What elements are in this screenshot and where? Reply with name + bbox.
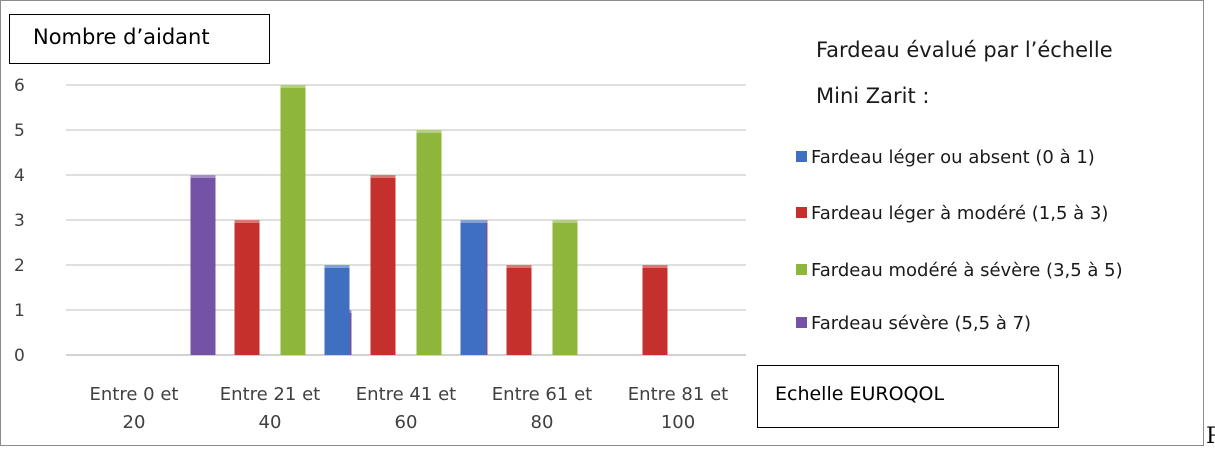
trailing-text: P	[1206, 424, 1215, 449]
x-tick-label: Entre 81 et	[628, 384, 728, 405]
legend-item-2: Fardeau léger à modéré (1,5 à 3)	[796, 203, 1196, 225]
bar-highlight	[416, 130, 442, 133]
bar-highlight	[370, 175, 396, 178]
legend-label-2: Fardeau léger à modéré (1,5 à 3)	[811, 203, 1109, 224]
y-axis-title: Nombre d’aidant	[9, 14, 270, 64]
legend-label-4: Fardeau sévère (5,5 à 7)	[811, 313, 1032, 334]
bar	[280, 85, 306, 355]
bar	[324, 265, 350, 355]
y-tick-label: 4	[14, 166, 25, 186]
x-tick-label: 100	[661, 412, 695, 433]
bar-highlight	[190, 175, 216, 178]
bar	[190, 175, 216, 355]
bar-highlight	[324, 265, 350, 268]
bar-highlight	[552, 220, 578, 223]
legend-swatch-1	[796, 151, 807, 162]
bar	[552, 220, 578, 355]
x-tick-label: Entre 21 et	[220, 384, 320, 405]
legend-label-3: Fardeau modéré à sévère (3,5 à 5)	[811, 260, 1123, 281]
x-tick-label: 60	[395, 412, 418, 433]
y-tick-label: 1	[14, 301, 25, 321]
legend-title-line-1: Fardeau évalué par l’échelle	[816, 38, 1113, 62]
bar	[234, 220, 260, 355]
y-tick-label: 5	[14, 121, 25, 141]
bar-highlight	[280, 85, 306, 88]
x-tick-label: Entre 61 et	[492, 384, 592, 405]
x-tick-label: 20	[123, 412, 146, 433]
x-axis-title: Echelle EUROQOL	[757, 365, 1059, 428]
y-tick-label: 2	[14, 256, 25, 276]
bar	[506, 265, 532, 355]
legend-swatch-4	[796, 317, 807, 328]
y-tick-label: 0	[14, 346, 25, 366]
legend-item-3: Fardeau modéré à sévère (3,5 à 5)	[796, 260, 1176, 282]
bar-highlight	[506, 265, 532, 268]
bar	[370, 175, 396, 355]
legend-item-1: Fardeau léger ou absent (0 à 1)	[796, 147, 1196, 169]
y-tick-label: 3	[14, 211, 25, 231]
x-tick-label: Entre 0 et	[90, 384, 179, 405]
bar-highlight	[234, 220, 260, 223]
bar-highlight	[642, 265, 668, 268]
legend-item-4: Fardeau sévère (5,5 à 7)	[796, 313, 1196, 335]
x-tick-label: 80	[531, 412, 554, 433]
x-tick-label: Entre 41 et	[356, 384, 456, 405]
bar-highlight	[460, 220, 486, 223]
legend-swatch-2	[796, 207, 807, 218]
y-tick-label: 6	[14, 76, 25, 96]
legend-label-1: Fardeau léger ou absent (0 à 1)	[811, 147, 1095, 168]
x-tick-label: 40	[259, 412, 282, 433]
bar	[460, 220, 486, 355]
legend-swatch-3	[796, 264, 807, 275]
bar	[416, 130, 442, 355]
bar	[642, 265, 668, 355]
legend-title-line-2: Mini Zarit :	[816, 84, 930, 108]
